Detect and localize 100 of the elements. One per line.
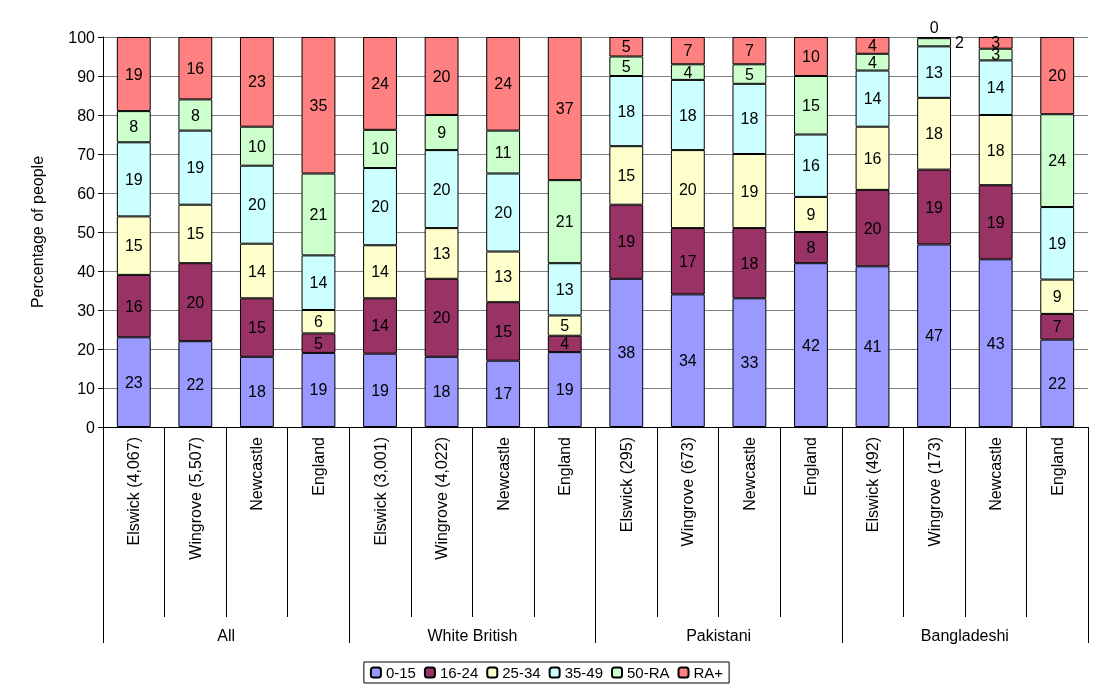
data-label: 19 (1048, 234, 1067, 252)
x-tick-label: Elswick (295) (617, 437, 635, 533)
legend-label: 0-15 (385, 664, 416, 681)
data-label: 21 (555, 213, 574, 231)
y-tick-label: 60 (77, 184, 96, 202)
y-axis-title: Percentage of people (28, 155, 46, 309)
data-label: 16 (124, 297, 143, 315)
data-label: 41 (863, 338, 882, 356)
data-label: 4 (868, 36, 878, 54)
data-label: 4 (683, 63, 693, 81)
data-label: 24 (1048, 152, 1067, 170)
y-tick-label: 90 (77, 67, 96, 85)
data-label: 20 (494, 204, 513, 221)
data-label: 33 (740, 354, 759, 372)
data-label: 10 (371, 140, 390, 158)
data-label: 14 (248, 262, 266, 280)
data-label: 4 (868, 53, 878, 71)
x-tick-label: Wingrove (173) (925, 437, 943, 547)
x-tick-label: Wingrove (673) (679, 437, 697, 547)
legend-label: RA+ (693, 664, 724, 681)
data-label: 18 (248, 383, 266, 401)
data-label: 14 (309, 274, 328, 292)
data-label: 19 (371, 381, 390, 399)
text: White British (427, 626, 518, 644)
data-label: 20 (371, 198, 390, 216)
data-label: 16 (186, 59, 205, 77)
data-label: 18 (740, 110, 759, 128)
data-label: 13 (925, 63, 944, 81)
data-label: 38 (617, 344, 636, 362)
data-label: 19 (617, 233, 636, 251)
data-label: 17 (494, 385, 513, 403)
legend-label: 35-49 (564, 664, 604, 681)
legend-label: 50-RA (627, 664, 670, 681)
data-label: 14 (863, 90, 882, 108)
data-label: 43 (986, 334, 1005, 352)
data-label: 20 (432, 180, 451, 198)
x-tick-label: England (1048, 437, 1066, 496)
x-tick-label: Elswick (4,067) (125, 437, 143, 546)
data-label: 15 (617, 166, 636, 184)
data-label: 19 (186, 159, 205, 177)
x-tick-label: Elswick (492) (864, 437, 882, 533)
x-tick-label: Newcastle (987, 436, 1005, 511)
legend-label: 16-24 (439, 664, 479, 681)
data-label: 14 (986, 79, 1005, 97)
data-label: 24 (494, 75, 513, 93)
data-label: 20 (432, 67, 451, 85)
data-label: 13 (555, 280, 574, 298)
y-tick-label: 30 (77, 301, 96, 319)
y-tick-label: 0 (86, 418, 96, 436)
data-label: 22 (186, 375, 205, 393)
x-tick-label: Newcastle (494, 436, 512, 511)
data-label: 16 (802, 157, 820, 175)
data-label: 21 (309, 205, 328, 223)
data-label: 15 (494, 322, 513, 340)
data-label: 19 (309, 381, 328, 399)
data-label: 34 (678, 352, 697, 370)
data-label: 5 (314, 334, 324, 352)
data-label: 2 (955, 33, 965, 51)
x-tick-label: Wingrove (4,022) (433, 437, 451, 560)
data-label: 20 (432, 309, 451, 327)
data-label: 6 (314, 313, 324, 331)
data-label: 5 (621, 57, 631, 75)
data-label: 14 (371, 263, 390, 281)
data-label: 18 (617, 102, 636, 120)
x-tick-label: Elswick (3,001) (371, 437, 389, 546)
data-label: 18 (678, 106, 697, 124)
data-label: 7 (744, 42, 754, 60)
y-tick-label: 100 (68, 28, 96, 46)
data-label: 9 (1052, 288, 1062, 306)
data-label: 7 (1052, 318, 1062, 336)
data-label: 20 (863, 219, 882, 237)
data-label: 18 (432, 383, 451, 401)
legend-label: 25-34 (502, 664, 541, 681)
data-label: 8 (806, 239, 816, 257)
y-tick-label: 40 (77, 262, 96, 280)
data-label: 10 (248, 137, 266, 155)
data-label: 4 (560, 335, 570, 353)
data-label: 9 (806, 205, 816, 223)
x-tick-label: England (309, 437, 327, 496)
data-label: 7 (683, 42, 693, 60)
data-label: 19 (124, 170, 143, 188)
y-tick-label: 50 (77, 223, 96, 241)
data-label: 15 (124, 237, 143, 255)
data-label: 19 (986, 213, 1005, 231)
text: Pakistani (686, 626, 752, 644)
data-label: 20 (1048, 67, 1067, 85)
data-label: 23 (248, 73, 266, 91)
y-tick-label: 10 (77, 379, 96, 397)
data-label: 20 (186, 293, 205, 311)
data-label: 15 (802, 96, 820, 114)
data-label: 22 (1048, 374, 1067, 392)
x-tick-label: Newcastle (248, 436, 266, 511)
data-label: 9 (437, 124, 447, 142)
data-label: 42 (802, 336, 820, 354)
data-label: 14 (371, 317, 390, 335)
x-tick-label: Wingrove (5,507) (186, 437, 204, 560)
data-label: 13 (432, 244, 451, 262)
data-label: 24 (371, 74, 390, 92)
data-label: 18 (986, 141, 1005, 159)
data-label: 47 (925, 327, 944, 345)
